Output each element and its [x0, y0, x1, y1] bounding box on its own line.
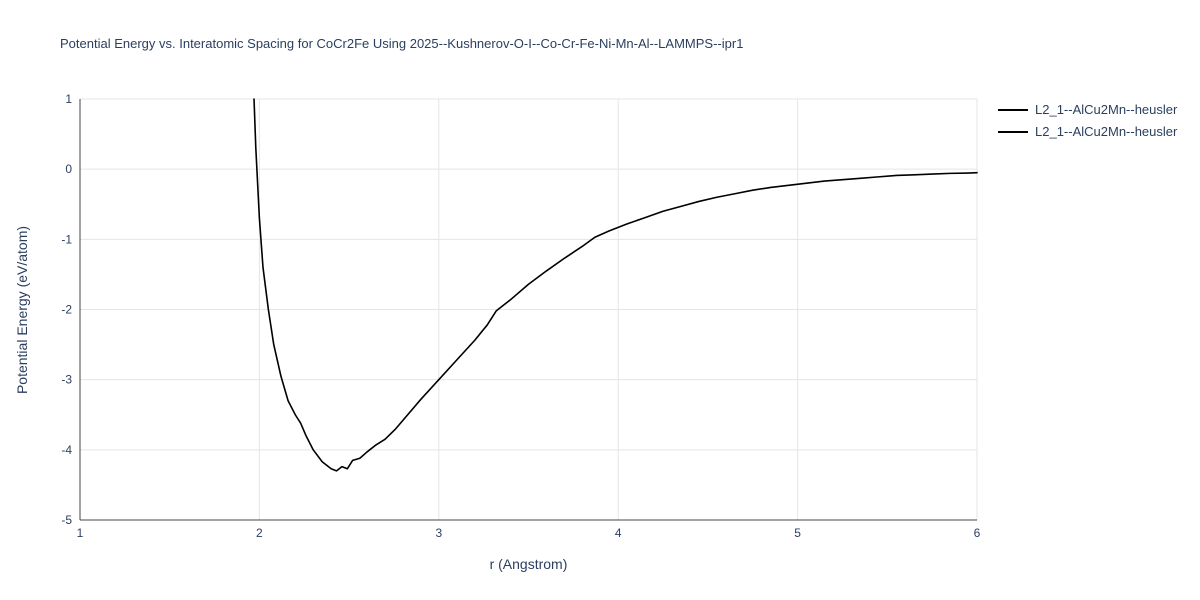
- x-tick-label: 6: [974, 526, 981, 540]
- y-tick-label: -3: [61, 373, 72, 387]
- legend-label: L2_1--AlCu2Mn--heusler: [1035, 102, 1178, 117]
- legend-item[interactable]: L2_1--AlCu2Mn--heusler: [998, 124, 1177, 139]
- x-tick-label: 4: [615, 526, 622, 540]
- x-tick-label: 1: [77, 526, 84, 540]
- x-tick-label: 5: [794, 526, 801, 540]
- y-tick-label: -1: [61, 232, 72, 246]
- x-tick-label: 3: [435, 526, 442, 540]
- y-tick-label: -4: [61, 443, 72, 457]
- y-tick-label: -5: [61, 513, 72, 527]
- legend: L2_1--AlCu2Mn--heusler L2_1--AlCu2Mn--he…: [998, 102, 1177, 139]
- x-axis-label: r (Angstrom): [489, 556, 568, 572]
- energy-curve: [253, 98, 978, 472]
- y-tick-label: 0: [65, 162, 72, 176]
- x-tick-label: 2: [256, 526, 263, 540]
- y-tick-label: -2: [61, 303, 72, 317]
- legend-label: L2_1--AlCu2Mn--heusler: [1035, 124, 1178, 139]
- legend-line-icon: [998, 130, 1028, 133]
- legend-line-icon: [998, 108, 1028, 111]
- legend-item[interactable]: L2_1--AlCu2Mn--heusler: [998, 102, 1177, 117]
- y-axis-label: Potential Energy (eV/atom): [14, 225, 30, 394]
- chart-title: Potential Energy vs. Interatomic Spacing…: [60, 36, 744, 51]
- y-axis-label-box: Potential Energy (eV/atom): [10, 99, 34, 520]
- y-tick-label: 1: [65, 92, 72, 106]
